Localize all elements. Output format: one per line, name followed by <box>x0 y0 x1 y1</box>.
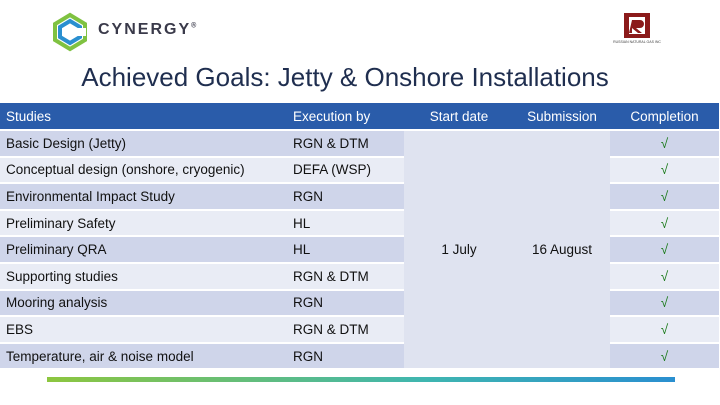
table-row: Preliminary QRA HL √ <box>0 236 719 264</box>
study-cell: Conceptual design (onshore, cryogenic) <box>0 156 287 185</box>
table-row: Temperature, air & noise model RGN √ <box>0 342 719 371</box>
completion-check: √ <box>610 236 719 264</box>
execution-cell: RGN <box>287 342 404 371</box>
completion-check: √ <box>610 316 719 344</box>
brand-name: CYNERGY <box>98 21 192 38</box>
execution-cell: HL <box>287 236 404 264</box>
rgn-logo-caption: RUSSIAN NATURAL GAS INC <box>613 40 661 44</box>
footer-gradient-bar <box>47 377 675 382</box>
study-cell: Basic Design (Jetty) <box>0 130 287 158</box>
execution-cell: HL <box>287 209 404 238</box>
study-cell: Preliminary QRA <box>0 236 287 264</box>
completion-check: √ <box>610 156 719 185</box>
study-cell: Environmental Impact Study <box>0 183 287 211</box>
table-header-row: Studies Execution by Start date Submissi… <box>0 103 719 131</box>
table-row: EBS RGN & DTM √ <box>0 316 719 344</box>
cynergy-logo-text: CYNERGY® <box>98 21 196 39</box>
execution-cell: DEFA (WSP) <box>287 156 404 185</box>
cynergy-logo-icon <box>53 12 87 52</box>
column-header-submission: Submission <box>514 103 610 131</box>
study-cell: EBS <box>0 316 287 344</box>
goals-table: Studies Execution by Start date Submissi… <box>0 103 719 371</box>
execution-cell: RGN <box>287 289 404 318</box>
study-cell: Preliminary Safety <box>0 209 287 238</box>
table-row: Supporting studies RGN & DTM √ <box>0 262 719 291</box>
study-cell: Supporting studies <box>0 262 287 291</box>
table-row: Basic Design (Jetty) RGN & DTM 1 July 16… <box>0 130 719 371</box>
completion-check: √ <box>610 262 719 291</box>
table-row: Preliminary Safety HL √ <box>0 209 719 238</box>
table-row: Environmental Impact Study RGN √ <box>0 183 719 211</box>
rgn-logo-icon <box>624 13 650 38</box>
cynergy-logo: CYNERGY® <box>50 12 196 52</box>
column-header-start-date: Start date <box>404 103 514 131</box>
execution-cell: RGN & DTM <box>287 262 404 291</box>
completion-check: √ <box>610 289 719 318</box>
table-row: Conceptual design (onshore, cryogenic) D… <box>0 156 719 185</box>
page-title: Achieved Goals: Jetty & Onshore Installa… <box>81 62 609 92</box>
rgn-logo: RUSSIAN NATURAL GAS INC <box>612 12 662 48</box>
completion-check: √ <box>610 342 719 371</box>
execution-cell: RGN & DTM <box>287 130 404 158</box>
column-header-studies: Studies <box>0 103 287 131</box>
execution-cell: RGN & DTM <box>287 316 404 344</box>
completion-check: √ <box>610 130 719 158</box>
completion-check: √ <box>610 209 719 238</box>
study-cell: Temperature, air & noise model <box>0 342 287 371</box>
submission-cell: 16 August <box>514 130 610 371</box>
column-header-completion: Completion <box>610 103 719 131</box>
study-cell: Mooring analysis <box>0 289 287 318</box>
execution-cell: RGN <box>287 183 404 211</box>
brand-registered-mark: ® <box>191 22 197 30</box>
column-header-execution: Execution by <box>287 103 404 131</box>
start-date-cell: 1 July <box>404 130 514 371</box>
completion-check: √ <box>610 183 719 211</box>
table-row: Mooring analysis RGN √ <box>0 289 719 318</box>
